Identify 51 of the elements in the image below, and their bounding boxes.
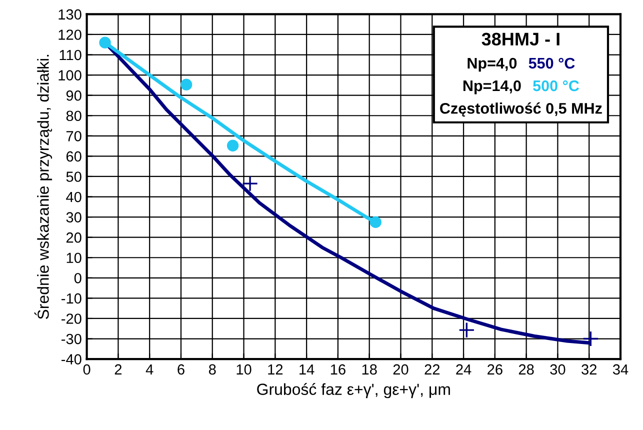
y-axis-title: Średnie wskazanie przyrządu, działki.: [34, 54, 52, 320]
x-tick-label: 22: [424, 364, 440, 374]
point: [370, 216, 382, 228]
y-tick-label: 130: [58, 9, 82, 20]
x-axis-title: Grubość faz ε+γ', gε+γ', μm: [257, 383, 450, 398]
text: 38HMJ - I: [482, 32, 560, 46]
point: [242, 175, 258, 192]
x-tick-label: 14: [300, 364, 314, 374]
x-tick-label: 0: [83, 364, 90, 375]
x-tick-label: 20: [393, 364, 408, 375]
y-tick-label: -20: [62, 314, 82, 324]
x-tick-label: 2: [114, 364, 122, 374]
point: [226, 140, 239, 152]
x-tick-label: 24: [456, 364, 472, 374]
y-tick-label: 50: [66, 172, 82, 182]
y-tick-label: 30: [66, 212, 82, 222]
y-tick-label: -10: [62, 293, 82, 304]
x-tick-label: 34: [612, 364, 628, 375]
x-tick-label: 18: [362, 364, 377, 375]
y-tick-label: 10: [66, 252, 82, 264]
x-tick-label: 12: [268, 364, 283, 374]
annotation: Częstotliwość 0,5 MHz: [440, 102, 602, 117]
x-tick-label: 30: [550, 364, 566, 375]
y-tick-label: -40: [62, 354, 82, 364]
x-tick-label: 26: [488, 364, 502, 375]
y-tick-label: 40: [66, 192, 82, 202]
x-tick-label: 10: [236, 364, 252, 375]
point: [180, 78, 192, 90]
y-tick-label: 120: [58, 30, 82, 40]
text: 550 °C: [528, 58, 575, 69]
point: [582, 330, 599, 347]
point: [99, 36, 111, 48]
y-tick-label: 20: [66, 232, 82, 243]
x-tick-label: 8: [208, 364, 216, 375]
y-tick-label: 110: [60, 50, 82, 60]
y-tick-label: 60: [66, 151, 82, 162]
x-tick-label: 4: [146, 364, 154, 374]
y-tick-label: 90: [66, 90, 82, 101]
x-tick-label: 32: [582, 364, 596, 375]
x-tick-label: 6: [178, 364, 184, 375]
x-tick-label: 28: [518, 364, 534, 375]
y-tick-label: 70: [66, 131, 82, 142]
annotation: Np=14,0: [463, 80, 521, 94]
y-tick-label: -30: [62, 334, 82, 344]
text: 500 °C: [533, 80, 580, 92]
x-tick-label: 16: [330, 364, 346, 375]
y-tick-label: 80: [66, 110, 82, 122]
y-tick-label: 0: [74, 273, 82, 284]
point: [458, 322, 475, 338]
annotation: Np=4,0: [468, 58, 517, 72]
y-tick-label: 100: [58, 70, 82, 80]
